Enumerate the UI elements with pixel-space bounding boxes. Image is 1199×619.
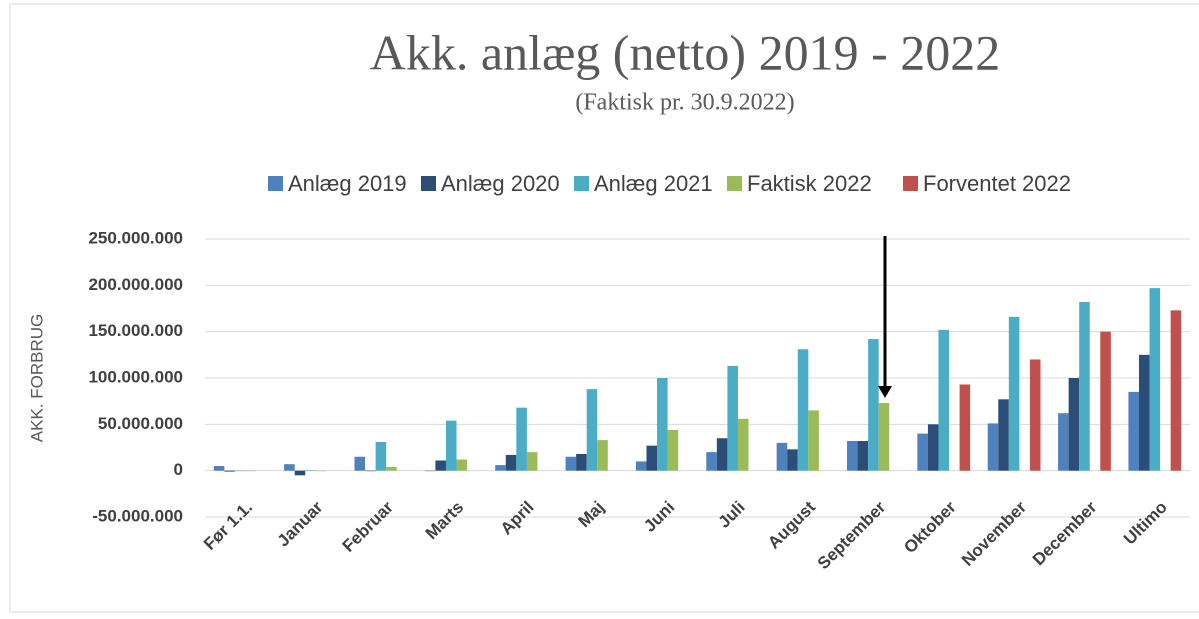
bar	[878, 403, 890, 471]
legend-swatch	[574, 176, 589, 191]
chart-frame	[9, 3, 1199, 613]
bar	[657, 378, 668, 471]
bar	[998, 399, 1009, 471]
legend-swatch	[268, 176, 283, 191]
bar	[716, 438, 728, 471]
x-tick-label: April	[497, 498, 538, 539]
bar	[365, 470, 376, 472]
bar	[635, 461, 647, 471]
legend-label: Anlæg 2021	[594, 171, 713, 196]
x-tick-label: Maj	[574, 498, 607, 531]
chart-title: Akk. anlæg (netto) 2019 - 2022	[370, 24, 1000, 80]
bar	[787, 449, 798, 471]
legend-swatch	[727, 176, 742, 191]
x-tick-label: December	[1029, 497, 1101, 569]
x-tick-label: Juli	[715, 498, 749, 532]
bar	[305, 470, 316, 471]
bar	[234, 470, 246, 472]
bar	[597, 440, 608, 471]
bar	[667, 429, 679, 471]
y-tick-label: 150.000.000	[88, 321, 183, 340]
bar	[1079, 302, 1090, 471]
bar	[586, 389, 598, 471]
bar	[776, 442, 788, 471]
bar	[495, 465, 506, 471]
bar	[927, 424, 939, 471]
bar	[1058, 413, 1069, 471]
x-tick-label: Før 1.1.	[200, 498, 256, 554]
bar	[646, 445, 658, 471]
bar	[213, 466, 225, 471]
bar	[424, 470, 436, 472]
bar	[565, 456, 577, 471]
bar	[1029, 359, 1041, 471]
x-tick-label: November	[958, 497, 1030, 569]
bar	[576, 453, 587, 471]
chart-subtitle: (Faktisk pr. 30.9.2022)	[575, 90, 794, 116]
bar	[294, 470, 306, 476]
bar	[505, 454, 517, 471]
x-tick-label: Februar	[339, 497, 397, 555]
bar	[1100, 331, 1111, 471]
bar	[224, 470, 235, 472]
bar	[526, 452, 538, 471]
y-axis-label: AKK. FORBRUG	[27, 314, 46, 442]
bar	[284, 464, 295, 471]
bar	[354, 456, 366, 471]
bar	[1128, 391, 1139, 471]
bar	[808, 410, 819, 471]
legend-label: Faktisk 2022	[747, 171, 872, 196]
x-tick-label: Ultimo	[1120, 498, 1171, 549]
legend-label: Anlæg 2020	[441, 171, 560, 196]
legend-swatch	[903, 176, 918, 191]
bar	[1008, 316, 1020, 471]
bar	[445, 420, 457, 471]
x-tick-label: September	[814, 497, 890, 573]
x-tick-label: Oktober	[900, 497, 960, 557]
bar	[435, 460, 446, 471]
bar	[1068, 378, 1080, 471]
legend-label: Forventet 2022	[923, 171, 1071, 196]
x-tick-label: August	[764, 497, 819, 552]
bar	[386, 466, 397, 471]
bar	[868, 339, 879, 471]
bar	[1149, 288, 1161, 471]
bar	[1138, 354, 1150, 471]
bar	[917, 433, 928, 471]
bar	[987, 423, 999, 471]
bar	[847, 441, 858, 471]
bar	[375, 441, 387, 471]
legend-label: Anlæg 2019	[288, 171, 407, 196]
y-tick-label: -50.000.000	[92, 506, 183, 525]
y-tick-label: 200.000.000	[88, 275, 183, 294]
x-tick-label: Januar	[274, 497, 327, 550]
arrow	[878, 236, 892, 398]
bar	[959, 384, 971, 471]
y-tick-label: 0	[174, 460, 183, 479]
bar	[516, 407, 527, 471]
bar	[706, 452, 717, 471]
bar	[797, 349, 809, 471]
x-tick-label: Marts	[422, 498, 468, 544]
bar	[737, 418, 749, 471]
y-tick-label: 100.000.000	[88, 367, 183, 386]
bar	[1170, 310, 1182, 471]
bar	[315, 470, 327, 472]
bar	[727, 365, 738, 471]
bar	[245, 470, 257, 472]
bar	[456, 459, 468, 471]
bar	[938, 329, 950, 471]
x-tick-label: Juni	[640, 498, 678, 536]
y-tick-label: 250.000.000	[88, 228, 183, 247]
y-tick-label: 50.000.000	[98, 414, 183, 433]
bar	[857, 441, 869, 471]
legend-swatch	[421, 176, 436, 191]
